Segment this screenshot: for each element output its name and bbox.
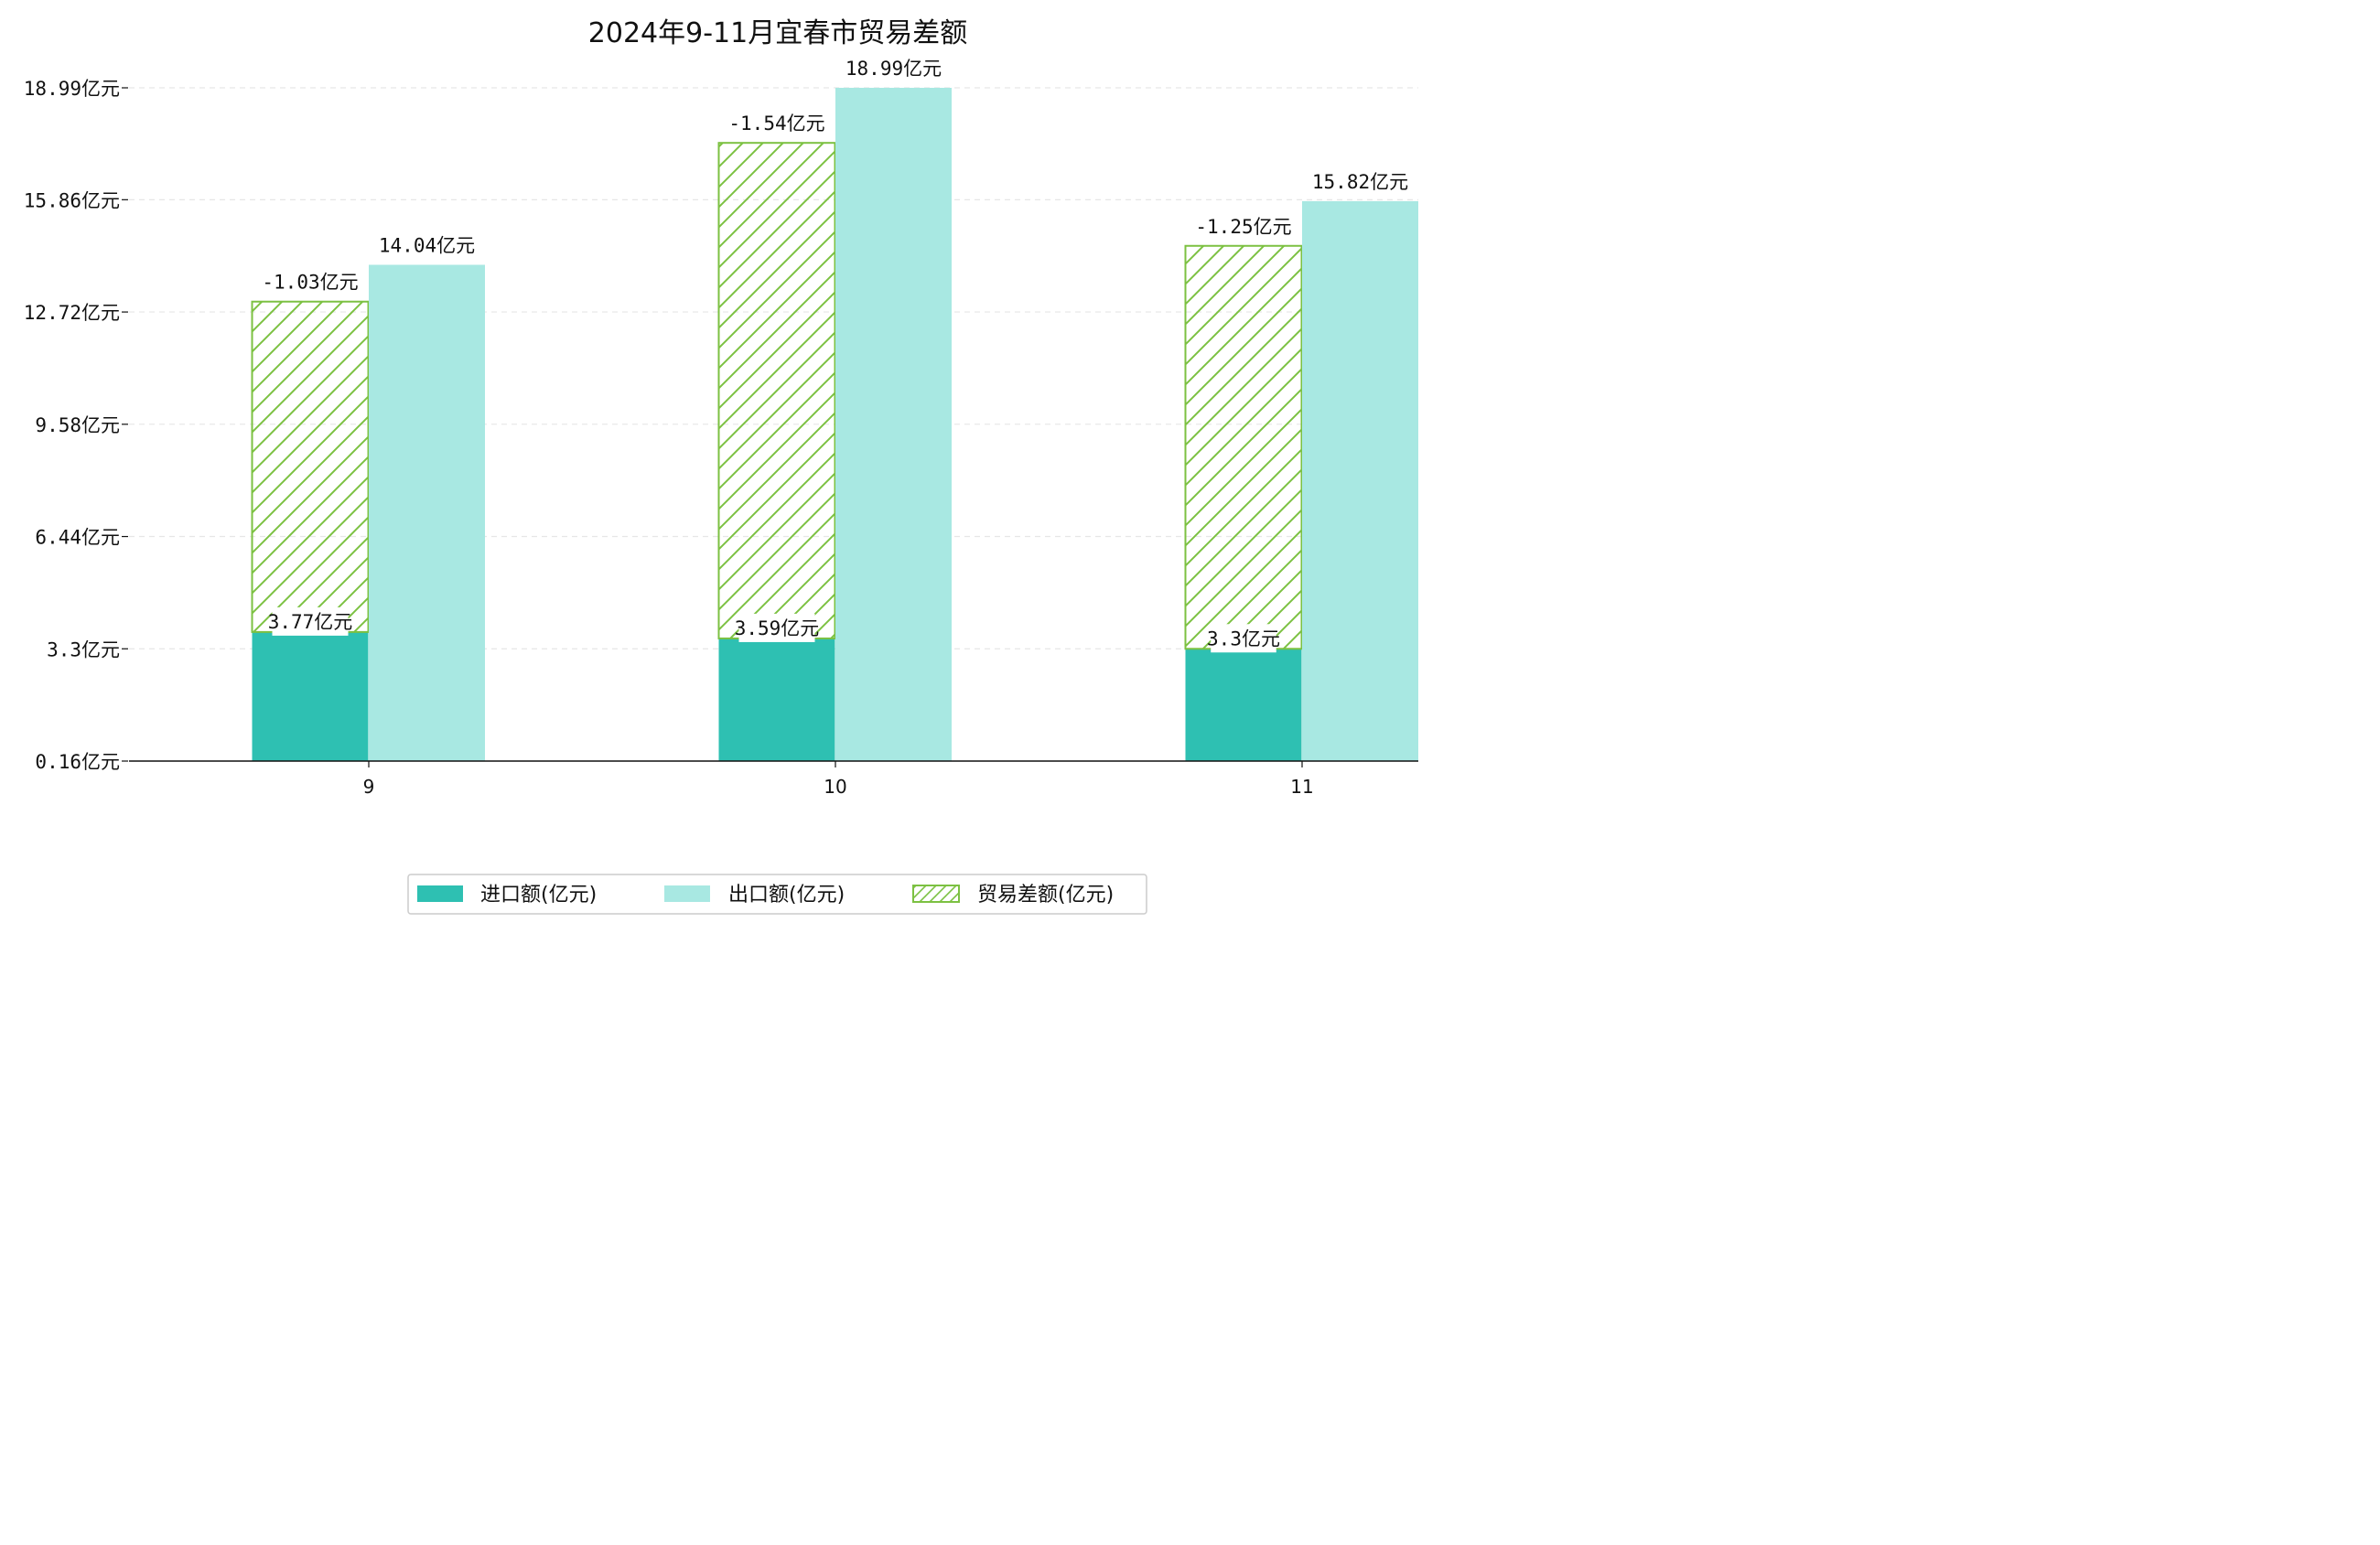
- data-label-import-bg: [272, 606, 349, 636]
- data-label-import-bg: [738, 613, 815, 642]
- data-label-export: 18.99亿元: [845, 58, 942, 80]
- legend-label-import: 进口额(亿元): [480, 884, 597, 907]
- bar-export: [835, 88, 952, 761]
- legend: 进口额(亿元) 出口额(亿元) 贸易差额(亿元): [407, 874, 1147, 915]
- data-label-import: 3.59亿元: [735, 617, 820, 639]
- legend-label-balance: 贸易差额(亿元): [977, 884, 1114, 907]
- data-label-balance-bg: [1200, 211, 1287, 241]
- bar-balance: [717, 142, 836, 639]
- bar-export: [369, 264, 485, 761]
- x-tick-label: 11: [1290, 776, 1313, 798]
- legend-label-export: 出口额(亿元): [728, 884, 845, 907]
- data-label-balance: -1.25亿元: [1195, 216, 1291, 238]
- x-tick-label: 9: [363, 776, 375, 798]
- data-label-import: 3.77亿元: [268, 611, 353, 633]
- x-tick-label: 10: [824, 776, 846, 798]
- bar-import: [252, 631, 369, 761]
- y-tick-label: 6.44亿元: [35, 527, 120, 549]
- bar-import: [718, 638, 835, 761]
- legend-swatch-import: [417, 885, 463, 902]
- y-tick-label: 0.16亿元: [35, 751, 120, 773]
- axes: 0.16亿元 3.3亿元 6.44亿元 9.58亿元 12.72亿元 15.86亿元 18.…: [24, 78, 1418, 798]
- data-label-balance: -1.54亿元: [728, 113, 824, 134]
- bars: [251, 88, 1418, 761]
- y-tick-label: 18.99亿元: [24, 78, 120, 100]
- data-labels: 3.77亿元 -1.03亿元 14.04亿元 3.59亿元 -1.54亿元 18.99亿元…: [262, 58, 1408, 653]
- legend-swatch-balance: [912, 885, 960, 903]
- data-label-import-bg: [1211, 624, 1276, 653]
- chart-title: 2024年9-11月宜春市贸易差额: [588, 17, 967, 49]
- legend-swatch-export: [664, 885, 710, 902]
- y-tick-label: 3.3亿元: [47, 638, 120, 660]
- data-label-export: 15.82亿元: [1312, 171, 1408, 193]
- y-tick-label: 15.86亿元: [24, 189, 120, 211]
- y-tick-label: 12.72亿元: [24, 302, 120, 324]
- bar-export: [1302, 200, 1418, 761]
- data-label-import: 3.3亿元: [1207, 628, 1280, 649]
- bar-import: [1185, 649, 1302, 761]
- data-label-balance-bg: [733, 109, 821, 138]
- data-label-balance: -1.03亿元: [262, 272, 358, 294]
- chart: 2024年9-11月宜春市贸易差额 3.77亿元-1.03亿元14.04亿元3.…: [24, 17, 1418, 915]
- bar-balance: [1184, 244, 1303, 650]
- bar-balance: [251, 300, 370, 633]
- y-tick-label: 9.58亿元: [35, 414, 120, 436]
- data-label-export: 14.04亿元: [379, 234, 475, 256]
- legend-box: [407, 874, 1147, 915]
- data-label-balance-bg: [266, 267, 354, 296]
